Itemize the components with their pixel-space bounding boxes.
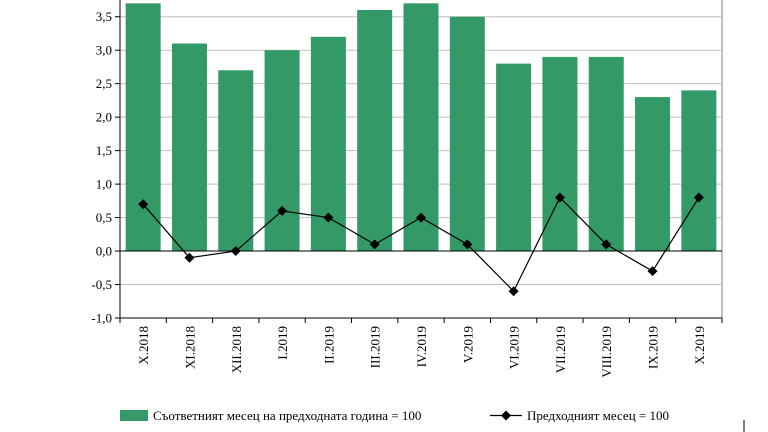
line-point [369,239,380,250]
x-tick-label: VII.2019 [553,326,568,373]
line-point [693,192,704,203]
line-point [647,266,658,277]
bar [403,3,439,252]
y-tick-label: 2,0 [96,110,112,125]
y-tick-label: 1,0 [96,177,112,192]
bar [496,63,532,252]
x-axis: X.2018 XI.2018 XII.2018 I.2019 II.2019 III.20… [119,317,723,378]
x-tick-label: XII.2018 [229,326,244,373]
bar [218,70,254,252]
bar-series [125,3,717,252]
x-tick-label: V.2019 [460,326,475,363]
x-tick-label: IV.2019 [414,326,429,367]
y-tick-label: -1,0 [91,311,112,326]
x-tick-label: VIII.2019 [599,326,614,378]
line-point [277,205,288,216]
y-axis: -1,0 -0,5 0,0 0,5 1,0 1,5 2,0 2,5 3,0 3,5 [91,0,121,326]
bar [635,97,671,252]
y-tick-label: 3,5 [96,9,112,24]
x-tick-label: X.2019 [692,326,707,365]
bar [171,43,207,252]
bar [588,56,624,252]
legend-bar-swatch [120,410,148,421]
line-point [462,239,473,250]
line-point [138,199,149,210]
y-tick-label: 0,0 [96,244,112,259]
bar [542,56,578,252]
line-point [508,286,519,297]
x-tick-label: II.2019 [321,326,336,364]
y-tick-label: 1,5 [96,143,112,158]
legend-line-marker [501,410,511,421]
bar [449,16,485,252]
x-tick-label: IX.2019 [646,326,661,369]
line-series [138,192,704,297]
y-tick-label: -0,5 [91,277,112,292]
line-point [230,246,241,257]
bar [125,3,161,252]
x-tick-label: X.2018 [136,326,151,365]
line-point [416,212,426,223]
x-tick-label: XI.2018 [182,326,197,369]
bar [264,50,300,252]
bar [681,90,717,252]
line-point [554,192,565,203]
y-tick-label: 0,5 [96,210,112,225]
bar [357,10,393,252]
y-tick-label: 2,5 [96,76,112,91]
legend-line-label: Предходният месец = 100 [527,408,669,423]
line-point [601,239,612,250]
legend: Съответният месец на предходната година … [120,408,669,423]
line-point [323,212,334,223]
y-tick-label: 3,0 [96,43,112,58]
legend-bar-label: Съответният месец на предходната година … [153,408,421,423]
line-point [184,252,195,263]
x-tick-label: I.2019 [275,326,290,360]
x-tick-label: VI.2019 [507,326,522,369]
x-tick-label: III.2019 [368,326,383,368]
